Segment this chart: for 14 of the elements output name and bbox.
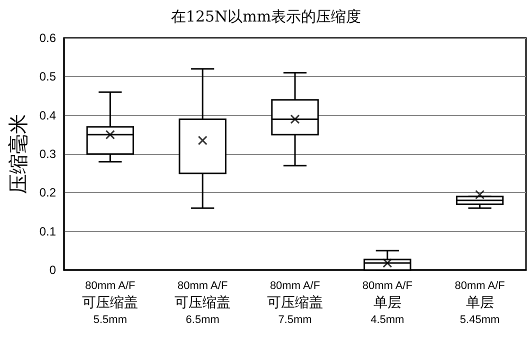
x-tick-label: 80mm A/F 可压缩盖 6.5mm — [174, 280, 231, 326]
y-tick-label: 0.4 — [39, 108, 56, 122]
x-tick-label: 80mm A/F 单层 5.45mm — [454, 280, 506, 326]
x-tick-label: 80mm A/F 可压缩盖 5.5mm — [82, 280, 138, 326]
x-tick-label: 80mm A/F 单层 4.5mm — [362, 280, 413, 326]
y-tick-label: 0 — [49, 263, 56, 277]
y-tick-label: 0.1 — [39, 224, 56, 238]
y-tick-label: 0.5 — [39, 70, 56, 84]
y-axis-title: 压缩毫米 — [6, 114, 30, 194]
y-tick-label: 0.6 — [39, 31, 56, 45]
x-tick-label: 80mm A/F 可压缩盖 7.5mm — [267, 280, 323, 326]
y-tick-label: 0.3 — [39, 147, 56, 161]
y-tick-label: 0.2 — [39, 186, 56, 200]
chart-title: 在125N以mm表示的压缩度 — [170, 8, 362, 26]
